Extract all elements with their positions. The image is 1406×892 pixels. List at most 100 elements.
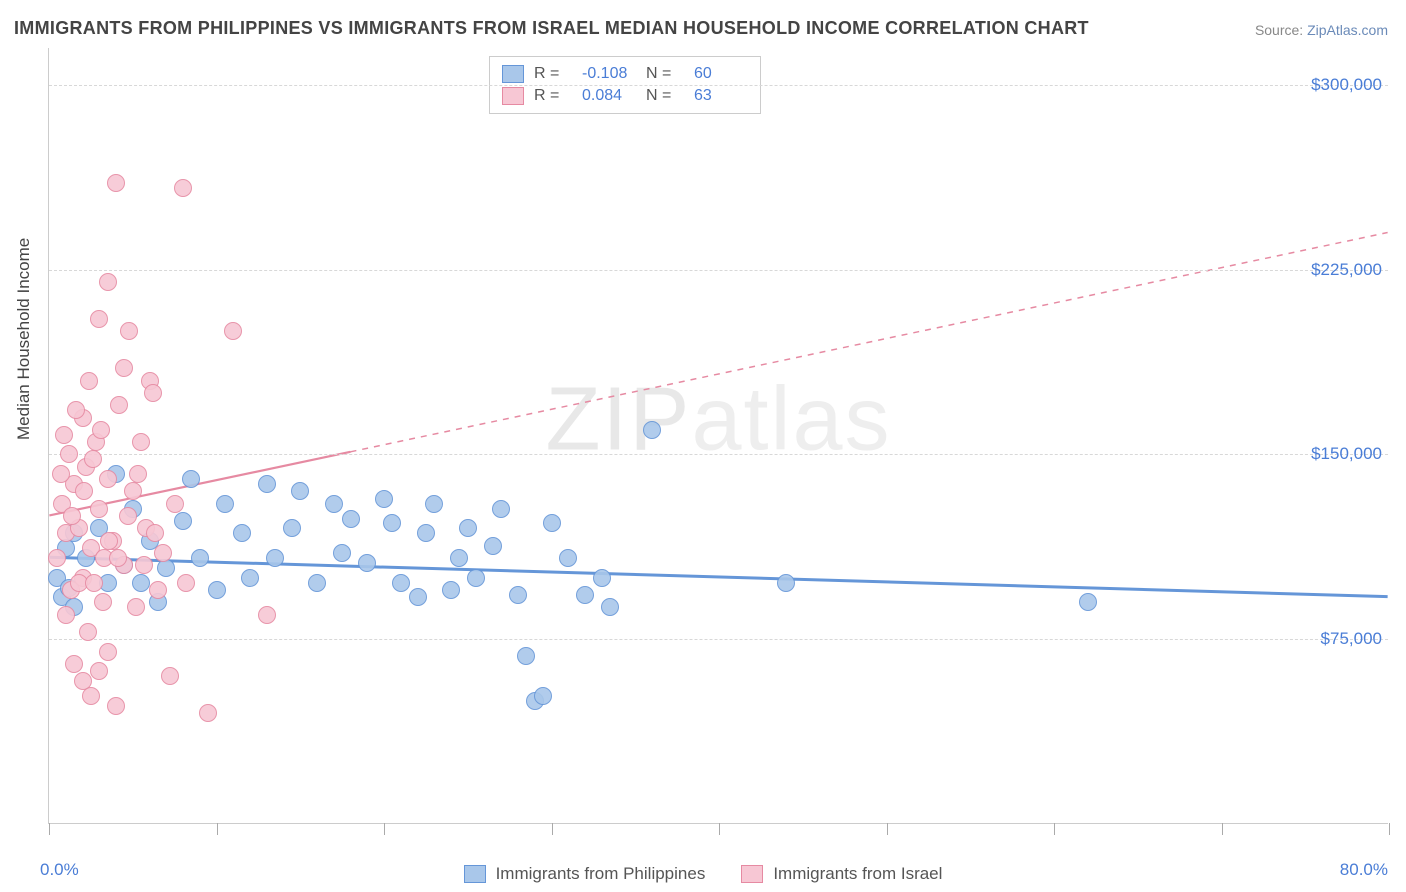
scatter-point — [417, 524, 435, 542]
scatter-point — [84, 450, 102, 468]
scatter-point — [509, 586, 527, 604]
scatter-point — [63, 507, 81, 525]
scatter-point — [48, 549, 66, 567]
x-tick — [1389, 823, 1390, 835]
scatter-point — [450, 549, 468, 567]
scatter-point — [132, 574, 150, 592]
legend-series-name: Immigrants from Philippines — [496, 864, 706, 884]
scatter-point — [90, 310, 108, 328]
x-tick — [1054, 823, 1055, 835]
scatter-point — [146, 524, 164, 542]
scatter-point — [534, 687, 552, 705]
scatter-point — [308, 574, 326, 592]
scatter-point — [99, 470, 117, 488]
scatter-point — [149, 581, 167, 599]
scatter-point — [67, 401, 85, 419]
scatter-point — [241, 569, 259, 587]
scatter-point — [375, 490, 393, 508]
scatter-point — [100, 532, 118, 550]
source-label: Source: — [1255, 22, 1303, 38]
watermark: ZIPatlas — [545, 369, 891, 472]
scatter-point — [82, 687, 100, 705]
scatter-point — [65, 655, 83, 673]
legend-swatch — [741, 865, 763, 883]
scatter-point — [392, 574, 410, 592]
legend-series-name: Immigrants from Israel — [773, 864, 942, 884]
scatter-point — [492, 500, 510, 518]
scatter-point — [182, 470, 200, 488]
scatter-point — [333, 544, 351, 562]
x-tick — [887, 823, 888, 835]
gridline-horizontal — [49, 454, 1388, 455]
legend-swatch — [464, 865, 486, 883]
scatter-point — [425, 495, 443, 513]
gridline-horizontal — [49, 270, 1388, 271]
scatter-point — [135, 556, 153, 574]
scatter-point — [216, 495, 234, 513]
scatter-point — [342, 510, 360, 528]
x-tick — [384, 823, 385, 835]
scatter-point — [258, 606, 276, 624]
gridline-horizontal — [49, 639, 1388, 640]
scatter-point — [132, 433, 150, 451]
scatter-point — [129, 465, 147, 483]
scatter-point — [109, 549, 127, 567]
scatter-point — [90, 662, 108, 680]
scatter-point — [52, 465, 70, 483]
scatter-point — [110, 396, 128, 414]
scatter-point — [107, 697, 125, 715]
scatter-point — [55, 426, 73, 444]
y-tick-label: $75,000 — [1321, 629, 1382, 649]
scatter-point — [79, 623, 97, 641]
legend-item: Immigrants from Philippines — [464, 864, 706, 884]
scatter-point — [94, 593, 112, 611]
scatter-point — [124, 482, 142, 500]
scatter-point — [383, 514, 401, 532]
scatter-point — [161, 667, 179, 685]
scatter-point — [593, 569, 611, 587]
scatter-point — [90, 500, 108, 518]
scatter-point — [127, 598, 145, 616]
x-tick — [1222, 823, 1223, 835]
scatter-point — [174, 512, 192, 530]
scatter-point — [92, 421, 110, 439]
scatter-point — [643, 421, 661, 439]
scatter-point — [409, 588, 427, 606]
legend-row: R =0.084N =63 — [502, 85, 748, 107]
scatter-point — [559, 549, 577, 567]
chart-title: IMMIGRANTS FROM PHILIPPINES VS IMMIGRANT… — [14, 18, 1089, 39]
scatter-point — [99, 643, 117, 661]
scatter-point — [543, 514, 561, 532]
scatter-point — [166, 495, 184, 513]
scatter-point — [224, 322, 242, 340]
legend-r-label: R = — [534, 87, 572, 105]
y-axis-title: Median Household Income — [14, 238, 34, 440]
scatter-point — [777, 574, 795, 592]
legend-n-label: N = — [646, 65, 684, 83]
legend-n-value: 63 — [694, 87, 748, 105]
legend-r-value: -0.108 — [582, 65, 636, 83]
scatter-point — [233, 524, 251, 542]
scatter-point — [85, 574, 103, 592]
scatter-point — [1079, 593, 1097, 611]
source-link[interactable]: ZipAtlas.com — [1307, 22, 1388, 38]
x-tick — [552, 823, 553, 835]
scatter-point — [283, 519, 301, 537]
scatter-point — [258, 475, 276, 493]
scatter-point — [358, 554, 376, 572]
x-tick — [719, 823, 720, 835]
scatter-point — [325, 495, 343, 513]
scatter-point — [75, 482, 93, 500]
scatter-point — [120, 322, 138, 340]
gridline-horizontal — [49, 85, 1388, 86]
scatter-point — [119, 507, 137, 525]
scatter-point — [601, 598, 619, 616]
scatter-point — [467, 569, 485, 587]
scatter-point — [459, 519, 477, 537]
scatter-point — [115, 359, 133, 377]
scatter-point — [291, 482, 309, 500]
legend-r-value: 0.084 — [582, 87, 636, 105]
legend-row: R =-0.108N =60 — [502, 63, 748, 85]
legend-n-value: 60 — [694, 65, 748, 83]
scatter-point — [60, 445, 78, 463]
